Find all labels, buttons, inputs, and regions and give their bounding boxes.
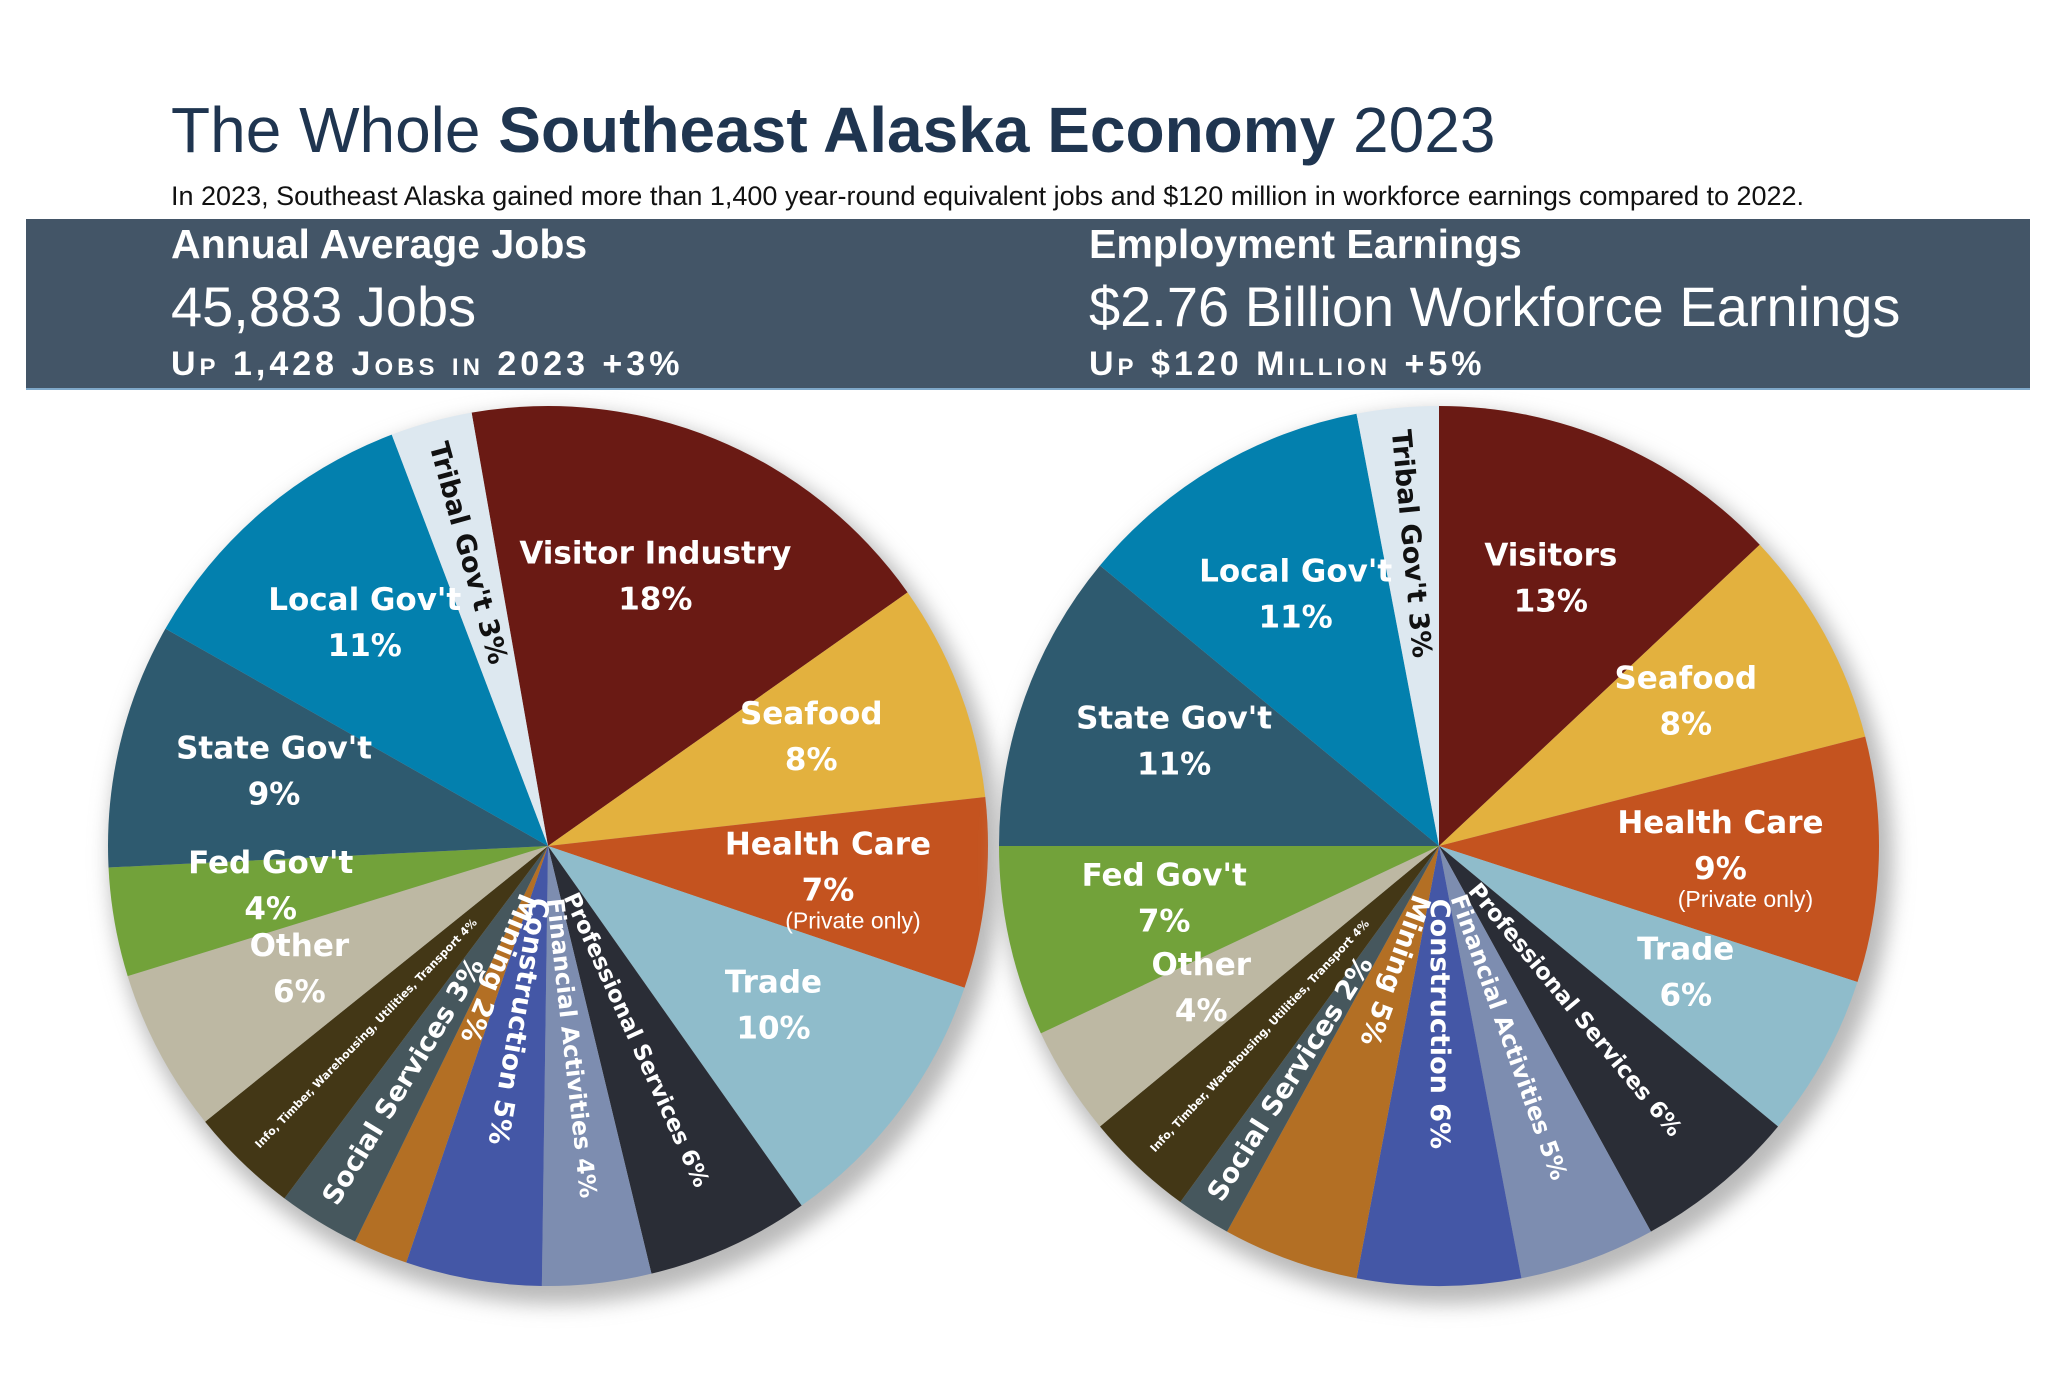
- panel-subtitle: 45,883 Jobs: [171, 275, 476, 338]
- category-name: Trade: [1637, 932, 1734, 968]
- value-label: 5%: [482, 1097, 520, 1147]
- pie-slice: [108, 846, 548, 977]
- category-name: Construction: [1425, 899, 1456, 1094]
- value-label: 8%: [1659, 706, 1712, 742]
- pie-slice: [548, 592, 986, 846]
- value-label: 13%: [1514, 584, 1588, 620]
- pie-slice: [1439, 846, 1779, 1232]
- pie-slice: [471, 406, 908, 846]
- category-name: State Gov't: [1076, 701, 1272, 737]
- pie-slice: [391, 412, 548, 846]
- pie-slice: [1439, 846, 1858, 1127]
- value-label: 7%: [1138, 903, 1191, 939]
- pie-slice: [284, 846, 548, 1242]
- pie-slice: [999, 846, 1439, 1034]
- value-label: 18%: [618, 582, 692, 618]
- pie-slice: [1227, 846, 1439, 1279]
- pie-slice: [165, 434, 548, 846]
- pie-slice: [1439, 846, 1651, 1279]
- value-label: 11%: [1259, 600, 1333, 636]
- value-label: 6%: [1659, 978, 1712, 1014]
- panel-title: Annual Average Jobs: [171, 221, 587, 267]
- category-name: Fed Gov't: [188, 845, 353, 881]
- pie-slice: [1040, 846, 1439, 1127]
- title-part: 2023: [1335, 94, 1495, 166]
- category-name: Seafood: [740, 696, 883, 732]
- pie-slice: [1099, 413, 1439, 846]
- value-label: 4%: [1175, 993, 1228, 1029]
- category-name: Seafood: [1614, 660, 1757, 696]
- category-name: Local Gov't: [268, 582, 461, 618]
- header-band: [26, 219, 2030, 389]
- panel-subtitle: $2.76 Billion Workforce Earnings: [1089, 275, 1900, 338]
- slice-label: Construction 6%: [1425, 899, 1456, 1149]
- pie-slice: [548, 846, 965, 1206]
- pie-slice: [1439, 736, 1879, 982]
- value-label: 4%: [244, 891, 297, 927]
- value-label: 8%: [785, 742, 838, 778]
- pie-slice: [355, 846, 548, 1263]
- category-name: Other: [250, 928, 350, 964]
- category-name: State Gov't: [176, 731, 372, 767]
- value-label: 9%: [248, 777, 301, 813]
- value-label: 11%: [1137, 747, 1211, 783]
- panel-change: Up 1,428 Jobs in 2023 +3%: [171, 345, 683, 383]
- category-name: Visitors: [1484, 538, 1617, 574]
- annotation: (Private only): [1678, 886, 1813, 912]
- value-label: 7%: [802, 872, 855, 908]
- category-name: Trade: [725, 965, 822, 1001]
- pie-slice: [1439, 544, 1866, 846]
- category-name: Health Care: [1617, 805, 1823, 841]
- category-name: Visitor Industry: [519, 536, 791, 572]
- pie-slice: [1180, 846, 1439, 1232]
- category-name: Local Gov't: [1199, 554, 1392, 590]
- pie-slice: [127, 846, 548, 1122]
- value-label: 10%: [736, 1011, 810, 1047]
- pie-slice: [1356, 846, 1522, 1287]
- pie-slice: [548, 796, 988, 988]
- page-title: The Whole Southeast Alaska Economy 2023: [171, 94, 1495, 166]
- value-label: 6%: [1425, 1103, 1456, 1149]
- category-name: Fed Gov't: [1082, 857, 1247, 893]
- pie-slice: [205, 846, 548, 1199]
- value-label: 6%: [273, 974, 326, 1010]
- value-label: 11%: [328, 628, 402, 664]
- value-label: 9%: [1694, 851, 1747, 887]
- title-part: Southeast Alaska Economy: [498, 94, 1335, 166]
- pie-slice: [1099, 846, 1439, 1202]
- pie-slice: [999, 565, 1439, 846]
- panel-change: Up $120 Million +5%: [1089, 345, 1486, 383]
- annotation: (Private only): [785, 907, 920, 933]
- category-name: Health Care: [725, 826, 931, 862]
- pie-slice: [548, 846, 802, 1274]
- value-label: 4%: [571, 1156, 603, 1199]
- pie-slice: [406, 846, 548, 1286]
- value-label: 3%: [1402, 611, 1437, 660]
- page-subtitle: In 2023, Southeast Alaska gained more th…: [171, 181, 1804, 211]
- pie-slice: [108, 628, 549, 868]
- pie-slice: [1356, 406, 1439, 846]
- pie-slice: [1439, 406, 1760, 846]
- panel-title: Employment Earnings: [1089, 221, 1522, 267]
- pie-slice: [541, 846, 652, 1287]
- title-part: The Whole: [171, 94, 498, 166]
- category-name: Other: [1151, 947, 1251, 983]
